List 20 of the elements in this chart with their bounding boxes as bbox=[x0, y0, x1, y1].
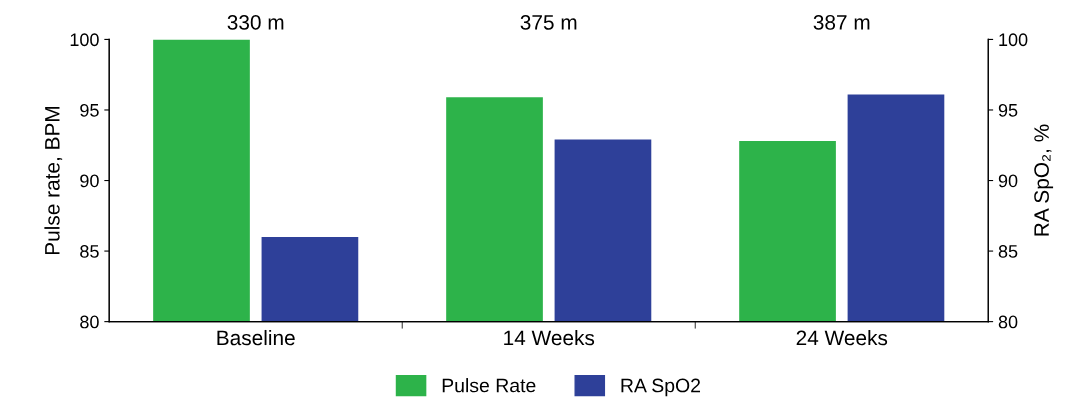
x-tick-label: 24 Weeks bbox=[796, 329, 888, 346]
y-tick-label: 100 bbox=[70, 33, 99, 47]
y2-tick-label: 95 bbox=[998, 103, 1018, 117]
y2-tick-label: 80 bbox=[998, 315, 1018, 329]
y-tick-label: 80 bbox=[80, 315, 99, 329]
text: 375 m bbox=[520, 15, 577, 30]
y2-tick-label: 100 bbox=[999, 33, 1028, 47]
y2-tick-label: 85 bbox=[998, 245, 1018, 258]
text: 330 m bbox=[227, 15, 284, 30]
x-tick-label: 14 Weeks bbox=[504, 329, 595, 346]
text: 387 m bbox=[813, 15, 870, 30]
y2-axis-title: RA SpO₂, % bbox=[1034, 124, 1054, 236]
y-tick-label: 90 bbox=[80, 174, 99, 188]
y-tick-label: 85 bbox=[80, 245, 99, 258]
y-tick-label: 95 bbox=[80, 103, 99, 117]
y2-tick-label: 90 bbox=[998, 174, 1018, 188]
x-tick-label: Baseline bbox=[217, 329, 295, 346]
y-axis-title: Pulse rate, BPM bbox=[44, 106, 63, 255]
legend-label: Pulse Rate bbox=[442, 378, 536, 393]
legend-label: RA SpO2 bbox=[621, 378, 701, 397]
